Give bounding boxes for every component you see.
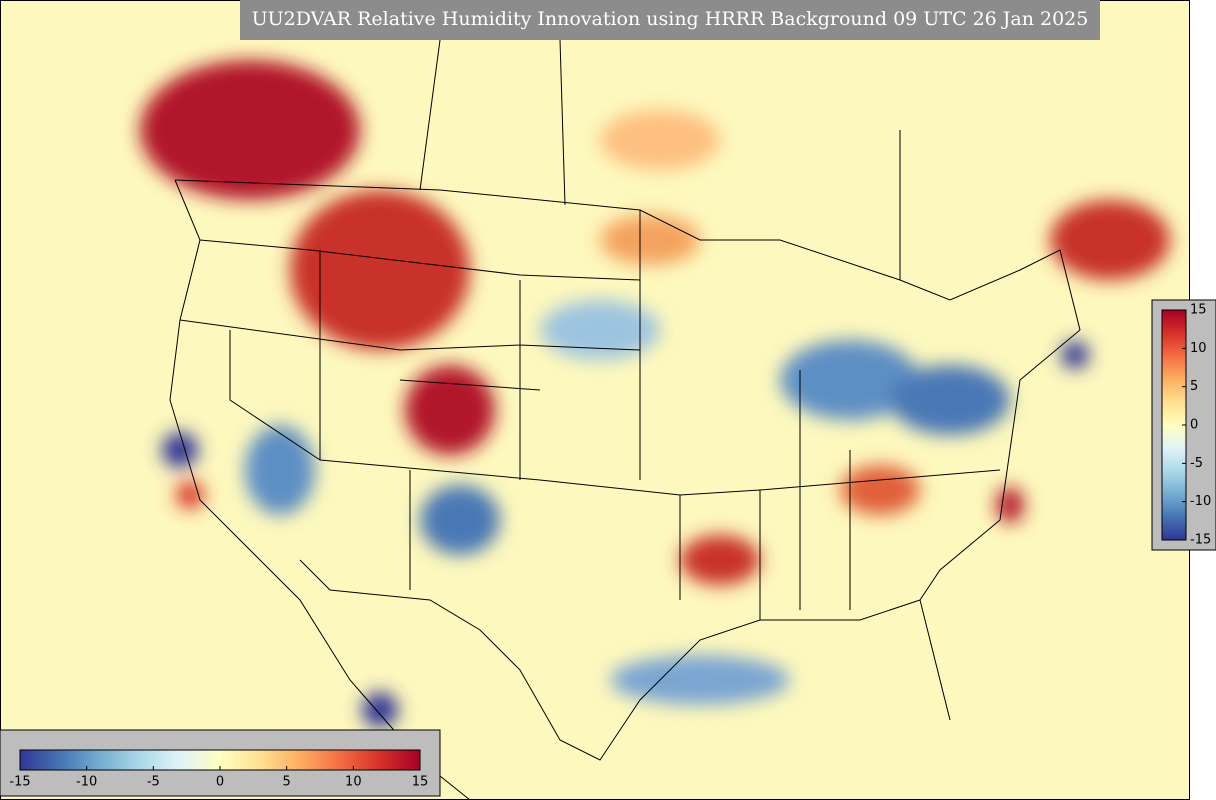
vertical-colorbar: -15 -10 -5 0 5 10 15: [1151, 299, 1216, 551]
colorbar-tick-label: 10: [1190, 341, 1207, 356]
map-title: UU2DVAR Relative Humidity Innovation usi…: [252, 8, 1089, 30]
colorbar-tick-label: -10: [1190, 494, 1211, 509]
map: [0, 0, 1190, 800]
colorbar-tick-label: 0: [1190, 418, 1198, 433]
colorbar-tick-label: 15: [1190, 303, 1207, 318]
colorbar-tick-label: -10: [76, 775, 97, 790]
horizontal-colorbar: -15 -10 -5 0 5 10 15: [0, 729, 441, 797]
colorbar-tick-label: 5: [283, 775, 291, 790]
title-box: [240, 0, 1100, 40]
colorbar-tick-label: -15: [1190, 533, 1211, 548]
colorbar-tick-label: 10: [345, 775, 362, 790]
coastline-border: [169, 179, 1081, 800]
state-lines: [179, 39, 1001, 620]
colorbar-tick-label: -15: [9, 775, 30, 790]
colorbar-tick-label: -5: [147, 775, 160, 790]
colorbar-tick-label: -5: [1190, 456, 1203, 471]
colorbar-tick-label: 0: [216, 775, 224, 790]
colorbar-tick-label: 5: [1190, 379, 1198, 394]
colorbar-tick-label: 15: [412, 775, 429, 790]
